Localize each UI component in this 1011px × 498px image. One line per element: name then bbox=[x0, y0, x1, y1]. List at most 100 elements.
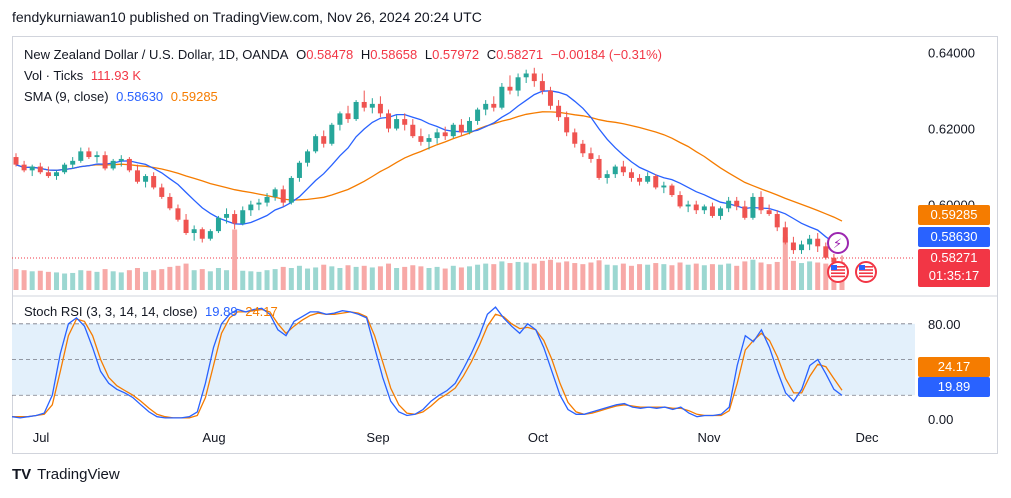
volume-bar bbox=[126, 270, 132, 290]
volume-bar bbox=[645, 264, 651, 290]
lightning-event-icon bbox=[827, 232, 849, 254]
volume-bar bbox=[337, 268, 343, 290]
candle-body bbox=[321, 136, 327, 144]
time-axis-tick: Dec bbox=[855, 430, 879, 445]
candle-body bbox=[296, 162, 302, 178]
volume-bar bbox=[523, 262, 529, 290]
symbol-title: New Zealand Dollar / U.S. Dollar, 1D, OA… bbox=[24, 47, 289, 62]
candle-body bbox=[726, 200, 732, 209]
flag-stripe bbox=[831, 272, 845, 274]
price-axis-tick: 0.64000 bbox=[928, 46, 975, 61]
volume-bar bbox=[118, 272, 124, 290]
open-value: 0.58478 bbox=[306, 47, 354, 62]
price-axis-tick: 0.62000 bbox=[928, 122, 975, 137]
volume-bar bbox=[215, 268, 221, 290]
volume-bar bbox=[62, 273, 68, 290]
chart-frame bbox=[12, 36, 998, 454]
candle-body bbox=[13, 157, 19, 165]
flag-stripe bbox=[859, 275, 873, 278]
candle-body bbox=[531, 73, 537, 82]
volume-bar bbox=[426, 268, 432, 290]
volume-bar bbox=[13, 269, 19, 290]
candle-body bbox=[588, 153, 594, 159]
volume-bar bbox=[774, 261, 780, 290]
volume-bar bbox=[402, 266, 408, 290]
volume-bar bbox=[45, 271, 51, 290]
volume-bar bbox=[588, 262, 594, 290]
volume-bar bbox=[183, 263, 189, 290]
candle-body bbox=[394, 119, 400, 129]
candle-body bbox=[645, 176, 651, 182]
candle-body bbox=[815, 238, 821, 247]
low-label: L bbox=[424, 47, 433, 62]
volume-bar bbox=[37, 270, 43, 290]
candle-body bbox=[369, 103, 375, 108]
candle-body bbox=[159, 187, 165, 197]
candle-body bbox=[199, 229, 205, 239]
volume-bar bbox=[709, 264, 715, 290]
volume-bar bbox=[394, 268, 400, 290]
volume-bar bbox=[167, 266, 173, 290]
candle-body bbox=[86, 151, 92, 158]
candle-body bbox=[774, 214, 780, 228]
candle-body bbox=[110, 160, 116, 169]
candle-body bbox=[709, 206, 715, 216]
candle-body bbox=[782, 227, 788, 243]
volume-bar bbox=[280, 266, 286, 290]
candle-body bbox=[653, 176, 659, 188]
candle-body bbox=[337, 113, 343, 125]
candle-body bbox=[134, 170, 140, 182]
time-axis-tick: Aug bbox=[202, 430, 225, 445]
volume-bar bbox=[628, 265, 634, 290]
tradingview-brand[interactable]: TV TradingView bbox=[12, 466, 120, 483]
volume-bar bbox=[321, 264, 327, 290]
candle-body bbox=[191, 229, 197, 234]
volume-bar bbox=[823, 263, 829, 290]
sma-legend: SMA (9, close) 0.58630 0.59285 bbox=[24, 89, 222, 104]
candle-body bbox=[450, 124, 456, 137]
candle-body bbox=[580, 143, 586, 154]
candle-body bbox=[701, 206, 707, 211]
candle-body bbox=[313, 136, 319, 152]
stoch-d-value: 24.17 bbox=[245, 304, 278, 319]
close-value: 0.58271 bbox=[496, 47, 544, 62]
stoch-k-tag: 19.89 bbox=[918, 377, 990, 397]
last-price-tag: 0.58271 01:35:17 bbox=[918, 249, 990, 287]
candle-body bbox=[475, 109, 481, 121]
candle-body bbox=[466, 120, 472, 133]
candle-body bbox=[831, 257, 837, 263]
stoch-k-value: 19.89 bbox=[205, 304, 238, 319]
candle-body bbox=[207, 231, 213, 239]
candle-body bbox=[126, 158, 132, 171]
candle-body bbox=[458, 124, 464, 133]
candle-body bbox=[175, 208, 181, 220]
candle-body bbox=[272, 189, 278, 197]
volume-bar bbox=[386, 263, 392, 290]
volume-bar bbox=[572, 263, 578, 290]
volume-bar bbox=[151, 270, 157, 290]
time-axis-tick: Nov bbox=[697, 430, 721, 445]
volume-bar bbox=[507, 263, 513, 290]
flag-stripe bbox=[859, 269, 873, 271]
candle-body bbox=[329, 124, 335, 144]
volume-bar bbox=[442, 268, 448, 290]
volume-bar bbox=[758, 262, 764, 290]
price-legend: New Zealand Dollar / U.S. Dollar, 1D, OA… bbox=[24, 47, 666, 62]
brand-text: TradingView bbox=[37, 466, 120, 483]
flag-stripe bbox=[859, 272, 873, 274]
volume-bar bbox=[143, 271, 149, 290]
volume-bar bbox=[653, 263, 659, 290]
volume-bar bbox=[718, 264, 724, 290]
candle-body bbox=[799, 244, 805, 251]
flag-stripe bbox=[831, 269, 845, 271]
candle-body bbox=[377, 103, 383, 114]
sma-slow-price-tag: 0.59285 bbox=[918, 205, 990, 225]
volume-label: Vol · Ticks bbox=[24, 68, 84, 83]
candle-body bbox=[29, 166, 35, 171]
volume-bar bbox=[361, 265, 367, 290]
last-price-value: 0.58271 bbox=[930, 250, 978, 265]
candle-body bbox=[628, 172, 634, 178]
candle-body bbox=[750, 196, 756, 218]
volume-bar bbox=[134, 268, 140, 290]
